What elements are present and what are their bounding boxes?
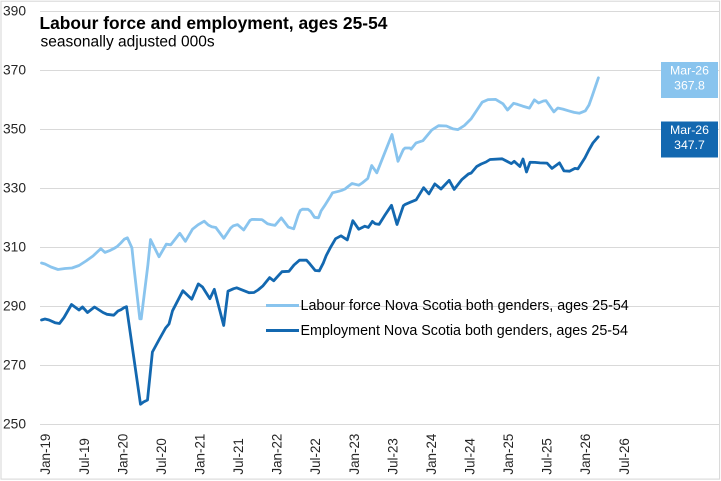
svg-text:330: 330 — [3, 181, 26, 196]
svg-text:250: 250 — [3, 417, 26, 432]
svg-text:350: 350 — [3, 122, 26, 137]
svg-text:Jan-20: Jan-20 — [115, 434, 130, 475]
svg-text:seasonally adjusted 000s: seasonally adjusted 000s — [41, 34, 215, 51]
svg-text:310: 310 — [3, 240, 26, 255]
svg-text:Jul-21: Jul-21 — [231, 438, 246, 474]
svg-text:Employment Nova Scotia both ge: Employment Nova Scotia both genders, age… — [301, 323, 628, 339]
svg-text:Jan-22: Jan-22 — [270, 434, 285, 475]
svg-text:Jan-24: Jan-24 — [424, 433, 439, 474]
svg-text:Labour force Nova Scotia both: Labour force Nova Scotia both genders, a… — [301, 298, 629, 314]
svg-text:Jul-25: Jul-25 — [540, 438, 555, 474]
svg-text:Jul-23: Jul-23 — [385, 438, 400, 474]
svg-text:347.7: 347.7 — [674, 138, 705, 152]
svg-text:Jul-24: Jul-24 — [463, 438, 478, 475]
svg-text:390: 390 — [3, 4, 26, 19]
svg-text:270: 270 — [3, 358, 26, 373]
svg-text:Jul-26: Jul-26 — [617, 438, 632, 474]
svg-text:Mar-26: Mar-26 — [670, 123, 709, 137]
svg-text:Jul-19: Jul-19 — [77, 438, 92, 474]
svg-text:Jan-19: Jan-19 — [38, 434, 53, 475]
svg-text:Mar-26: Mar-26 — [670, 64, 709, 78]
svg-text:367.8: 367.8 — [674, 79, 705, 93]
svg-text:Jul-22: Jul-22 — [308, 438, 323, 474]
svg-text:Jan-25: Jan-25 — [501, 434, 516, 475]
svg-text:Jan-21: Jan-21 — [193, 434, 208, 475]
svg-text:Jul-20: Jul-20 — [154, 438, 169, 474]
svg-text:370: 370 — [3, 63, 26, 78]
svg-text:Jan-26: Jan-26 — [578, 434, 593, 475]
svg-text:Jan-23: Jan-23 — [347, 434, 362, 475]
svg-text:Labour force and employment, a: Labour force and employment, ages 25-54 — [40, 13, 388, 33]
svg-text:290: 290 — [3, 299, 26, 314]
